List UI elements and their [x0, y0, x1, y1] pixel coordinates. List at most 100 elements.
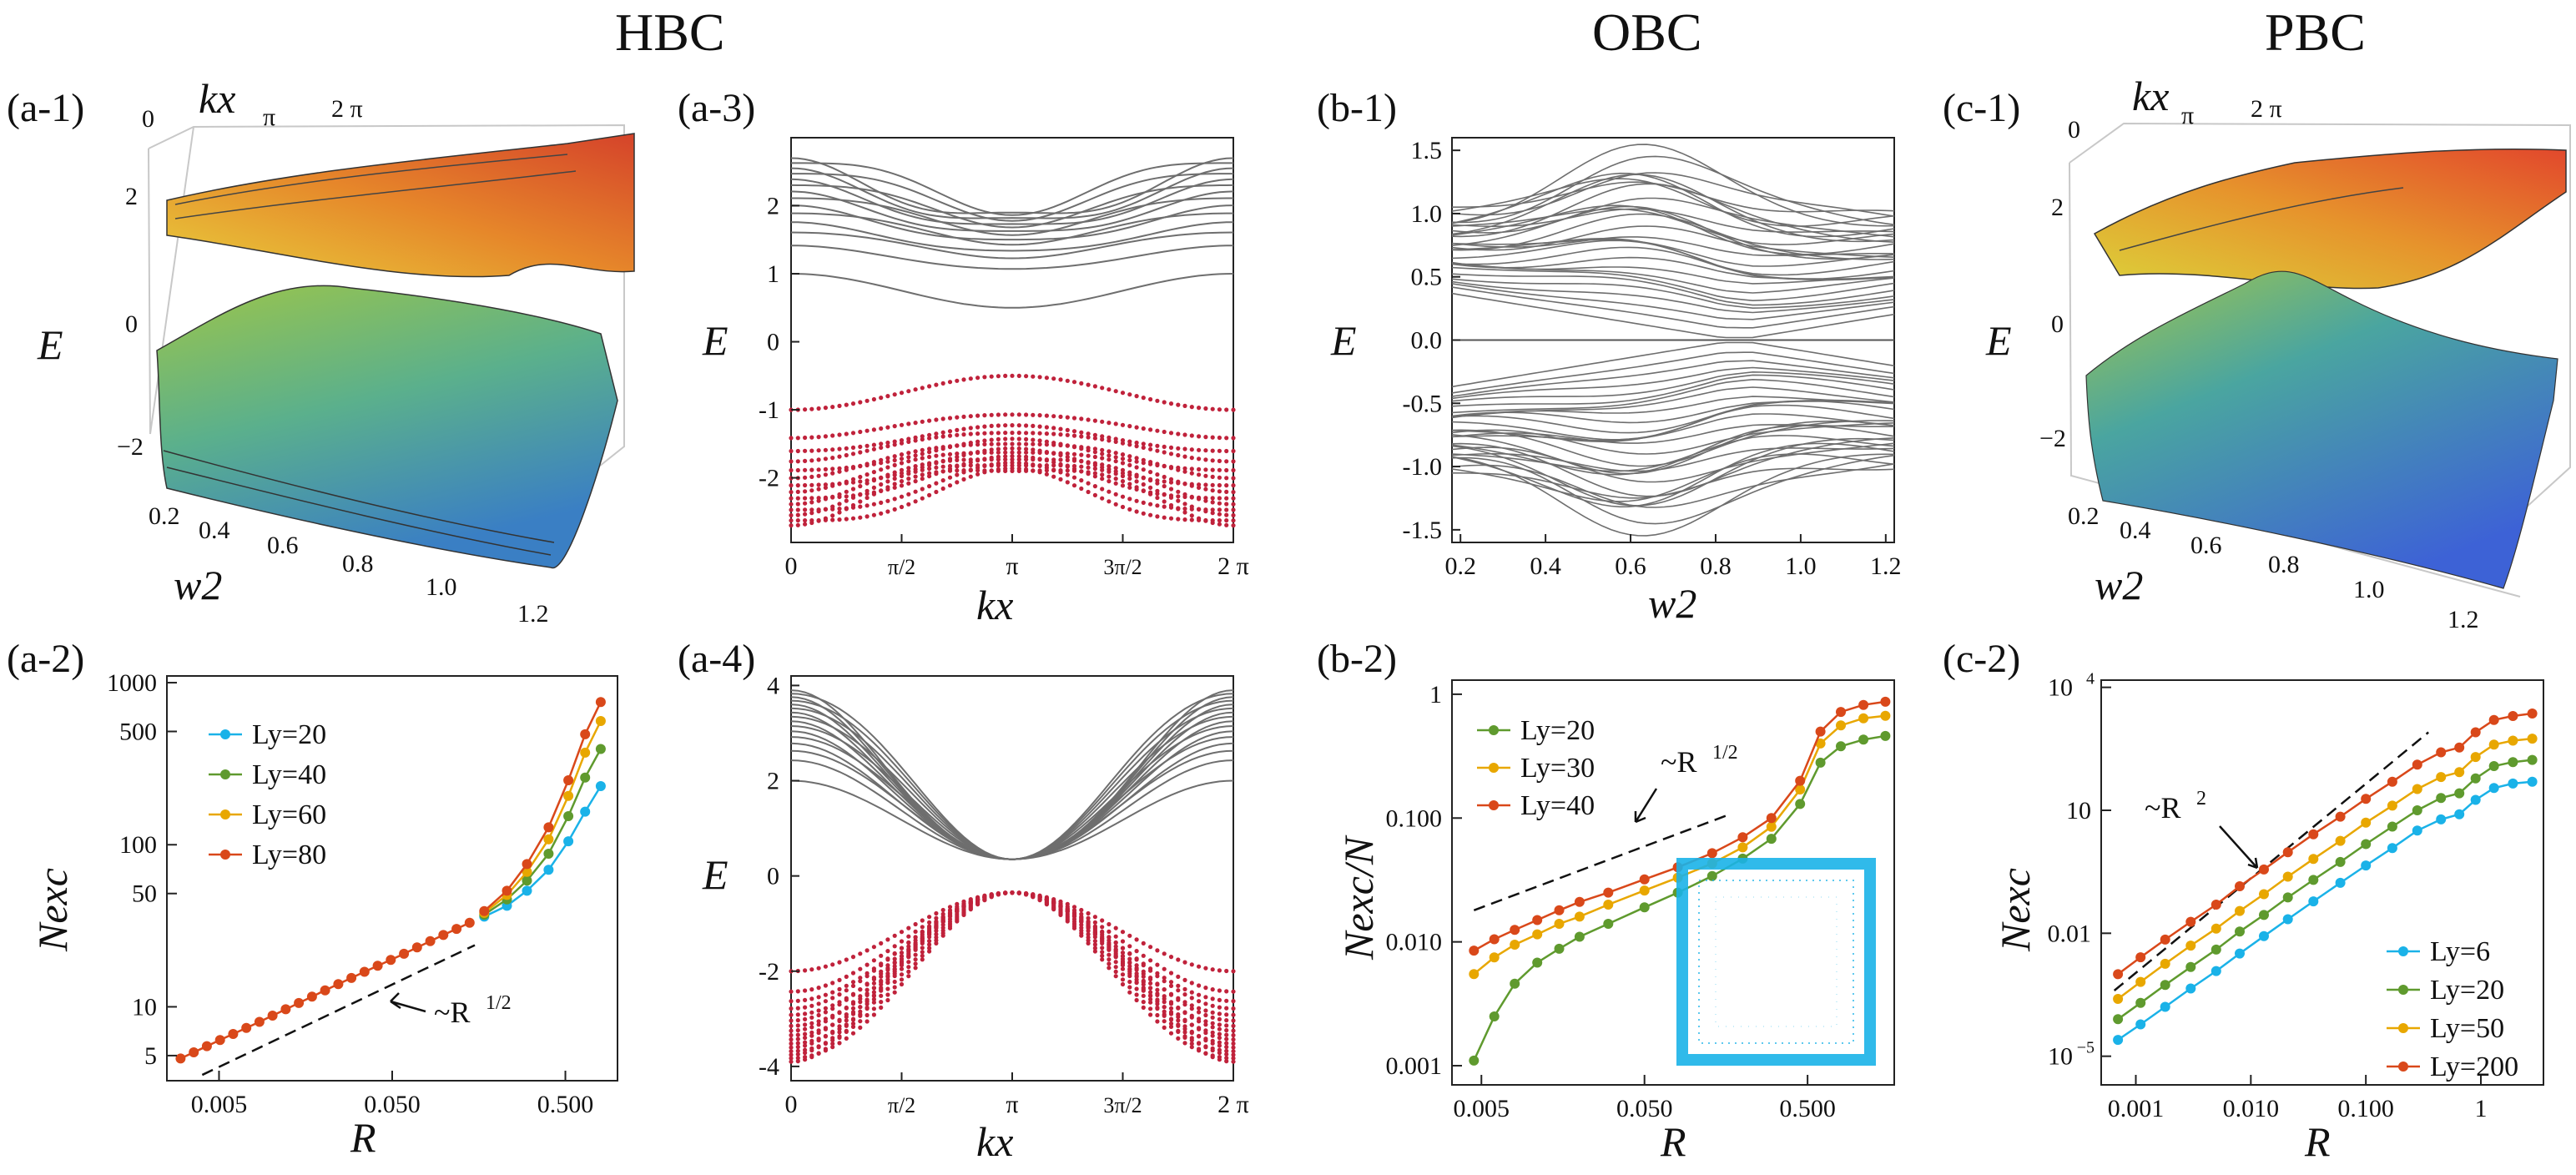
spectrum-line	[1451, 425, 1895, 476]
lower-band-point	[879, 500, 884, 506]
lower-band-point	[955, 463, 960, 468]
lower-band-point	[1024, 431, 1029, 436]
lower-band-point	[1224, 507, 1229, 512]
lower-band-point	[885, 992, 890, 997]
lower-band-point	[1162, 484, 1167, 489]
lower-band-point	[823, 1006, 829, 1011]
lower-band-point	[1197, 507, 1202, 512]
lower-band-point	[1107, 457, 1112, 462]
lower-band-point	[1141, 500, 1146, 506]
lower-band-point	[1092, 949, 1097, 954]
lower-band-point	[920, 957, 925, 962]
upper-band-line	[790, 231, 1234, 260]
lower-band-point	[1168, 1031, 1174, 1036]
c1-w-tick: 1.0	[2353, 576, 2385, 603]
guide-line	[1473, 814, 1727, 911]
lower-band-point	[1155, 398, 1160, 403]
lower-band-point	[1231, 1041, 1236, 1046]
lower-band-point	[858, 444, 863, 450]
lower-band-point	[1210, 482, 1215, 487]
lower-band-point	[1217, 1022, 1222, 1027]
spectrum-line	[1451, 360, 1895, 397]
lower-band-point	[1168, 516, 1174, 521]
lower-band-point	[1189, 1029, 1194, 1034]
lower-band-point	[1224, 467, 1229, 473]
series-point	[1554, 919, 1565, 929]
lower-band-point	[809, 406, 814, 411]
lower-band-point	[913, 952, 918, 957]
lower-band-point	[906, 466, 911, 471]
lower-band-point	[913, 921, 918, 927]
lower-band-point	[940, 452, 945, 457]
lower-band-point	[1217, 1051, 1222, 1056]
lower-band-point	[920, 419, 925, 424]
lower-band-point	[830, 1003, 835, 1008]
lower-band-point	[1210, 520, 1215, 526]
lower-band-point	[1197, 472, 1202, 477]
a1-w-tick: 1.2	[517, 600, 549, 628]
lower-band-point	[885, 997, 890, 1003]
upper-band-line	[790, 779, 1234, 860]
lower-band-point	[803, 467, 808, 472]
lower-band-point	[1024, 374, 1029, 379]
lower-band-point	[803, 512, 808, 517]
lower-band-point	[1197, 1041, 1202, 1046]
lower-band-point	[920, 462, 925, 467]
lower-band-point	[1189, 405, 1194, 410]
lower-band-point	[809, 511, 814, 516]
lower-band-point	[892, 971, 897, 976]
lower-band-point	[1051, 468, 1056, 473]
lower-band-point	[809, 1030, 814, 1035]
lower-band-point	[1168, 495, 1174, 500]
series-point	[1795, 799, 1806, 809]
lower-band-point	[996, 423, 1001, 428]
lower-band-point	[1148, 976, 1153, 981]
lower-band-point	[989, 441, 994, 446]
lower-band-point	[1217, 482, 1222, 488]
lower-band-point	[1182, 454, 1187, 459]
lower-band-point	[1037, 438, 1042, 443]
lower-band-point	[823, 1034, 829, 1039]
c1-e-tick: 0	[2051, 310, 2064, 338]
lower-band-point	[871, 470, 876, 475]
lower-band-point	[961, 432, 966, 437]
y-tick-label: -1	[759, 396, 779, 424]
lower-band-point	[899, 946, 905, 951]
lower-band-point	[844, 507, 849, 512]
lower-band-point	[850, 983, 856, 988]
lower-band-point	[865, 514, 870, 519]
lower-band-point	[816, 1012, 821, 1018]
series-point	[595, 697, 606, 708]
lower-band-point	[789, 989, 794, 994]
panel-a4-label: (a-4)	[678, 637, 755, 681]
y-tick-label: 10	[132, 993, 157, 1021]
series-point	[2335, 835, 2346, 846]
lower-band-point	[1176, 431, 1181, 436]
lower-band-point	[1107, 921, 1112, 927]
lower-band-point	[879, 982, 884, 987]
lower-band-point	[1100, 451, 1105, 456]
lower-band-point	[1010, 450, 1015, 455]
lower-band-point	[892, 476, 897, 482]
lower-band-point	[947, 416, 953, 421]
series-point	[2160, 934, 2170, 945]
lower-band-point	[1037, 441, 1042, 447]
lower-band-point	[1134, 971, 1139, 976]
lower-band-point	[955, 472, 960, 477]
lower-band-point	[871, 512, 876, 517]
lower-band-point	[1100, 467, 1105, 472]
lower-band-point	[1024, 436, 1029, 442]
lower-band-point	[1065, 463, 1070, 468]
lower-band-point	[1120, 972, 1126, 977]
lower-band-point	[1155, 948, 1160, 953]
lower-band-point	[1231, 467, 1236, 473]
lower-band-point	[1210, 496, 1215, 501]
lower-band-dots	[789, 890, 1236, 1011]
lower-band-point	[1044, 468, 1049, 473]
lower-band-point	[1113, 934, 1118, 939]
lower-band-point	[844, 1018, 849, 1023]
lower-band-point	[1155, 1012, 1160, 1018]
lower-band-point	[1162, 479, 1167, 484]
lower-band-point	[803, 482, 808, 488]
